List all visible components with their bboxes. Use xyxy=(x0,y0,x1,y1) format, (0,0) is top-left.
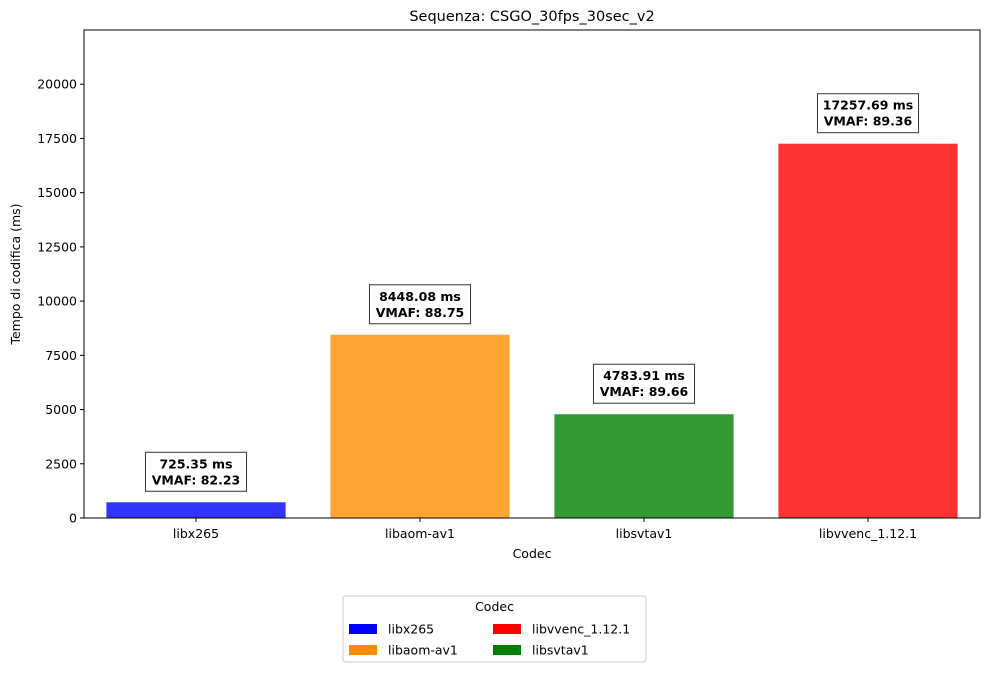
data-label-vmaf: VMAF: 89.36 xyxy=(824,114,913,129)
y-tick-label: 15000 xyxy=(37,185,77,200)
legend-item: libx265 xyxy=(349,622,434,637)
y-tick-label: 10000 xyxy=(37,294,77,309)
legend-label: libaom-av1 xyxy=(388,643,458,658)
x-tick-label: libaom-av1 xyxy=(385,526,455,541)
y-tick-label: 20000 xyxy=(37,77,77,92)
legend-label: libvvenc_1.12.1 xyxy=(532,622,630,637)
data-label-vmaf: VMAF: 88.75 xyxy=(376,305,465,320)
y-tick-label: 5000 xyxy=(45,402,77,417)
bar-libx265 xyxy=(106,502,286,518)
data-label-time: 725.35 ms xyxy=(159,456,232,471)
legend-item: libaom-av1 xyxy=(349,643,458,658)
x-tick-label: libvvenc_1.12.1 xyxy=(819,526,917,541)
legend-label: libsvtav1 xyxy=(532,643,589,658)
data-label-box xyxy=(368,284,472,325)
legend-title: Codec xyxy=(475,599,514,614)
x-tick-label: libx265 xyxy=(173,526,219,541)
y-tick-label: 0 xyxy=(69,511,77,526)
legend-label: libx265 xyxy=(388,622,434,637)
data-label-box xyxy=(144,451,248,492)
bar-libsvtav1 xyxy=(554,414,734,518)
chart-title: Sequenza: CSGO_30fps_30sec_v2 xyxy=(409,9,654,25)
data-label-time: 17257.69 ms xyxy=(823,98,913,113)
legend: Codec libx265 libvvenc_1.12.1 libaom-av1 li… xyxy=(342,595,647,663)
y-tick-label: 7500 xyxy=(45,348,77,363)
legend-swatch xyxy=(349,645,377,655)
data-label-vmaf: VMAF: 89.66 xyxy=(600,384,689,399)
y-tick-label: 17500 xyxy=(37,131,77,146)
plot-frame xyxy=(83,29,981,519)
data-label-vmaf: VMAF: 82.23 xyxy=(152,472,241,487)
data-label-time: 4783.91 ms xyxy=(603,368,685,383)
legend-swatch xyxy=(349,624,377,634)
data-label-box xyxy=(816,93,920,134)
legend-item: libvvenc_1.12.1 xyxy=(493,622,630,637)
y-axis-label: Tempo di codifica (ms) xyxy=(8,203,23,345)
x-tick-label: libsvtav1 xyxy=(616,526,673,541)
legend-item: libsvtav1 xyxy=(493,643,589,658)
y-tick-label: 2500 xyxy=(45,456,77,471)
data-label-time: 8448.08 ms xyxy=(379,289,461,304)
legend-swatch xyxy=(493,645,521,655)
data-label-box xyxy=(592,363,696,404)
y-tick-label: 12500 xyxy=(37,239,77,254)
x-axis-label: Codec xyxy=(513,546,552,561)
bar-libaom-av1 xyxy=(330,334,510,518)
legend-swatch xyxy=(493,624,521,634)
bar-libvvenc_1.12.1 xyxy=(778,143,958,518)
